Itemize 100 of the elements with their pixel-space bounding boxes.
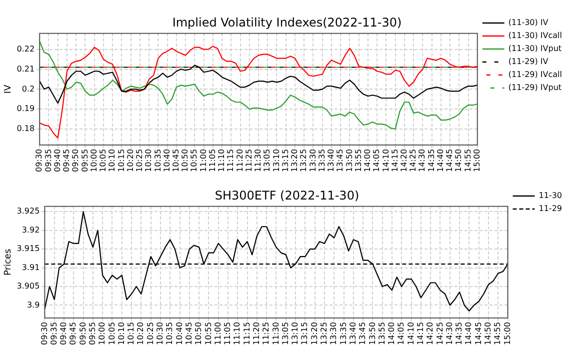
x-tick-label: 13:35 (338, 322, 348, 346)
x-tick-label: 09:45 (68, 322, 78, 346)
x-tick-label: 13:20 (290, 148, 300, 172)
y-axis-title: IV (4, 84, 14, 94)
y-tick-label: 0.18 (16, 124, 35, 134)
y-tick-label: 3.905 (16, 282, 40, 291)
x-tick-label: 11:10 (217, 148, 226, 172)
x-tick-label: 11:15 (242, 322, 252, 346)
x-tick-label: 11:20 (235, 148, 244, 172)
x-tick-label: 11:25 (244, 148, 254, 172)
legend-label: (11-30) IVput (508, 44, 562, 54)
x-tick-label: 13:55 (377, 322, 386, 346)
x-tick-label: 09:50 (71, 148, 80, 172)
x-tick-label: 15:00 (472, 148, 482, 172)
x-tick-label: 14:20 (426, 322, 435, 346)
x-tick-label: 11:30 (254, 148, 263, 172)
x-tick-label: 14:55 (493, 322, 502, 346)
x-tick-label: 10:15 (126, 322, 136, 346)
y-tick-label: 0.22 (16, 44, 35, 54)
legend-label: 11-30 (538, 191, 562, 200)
x-tick-label: 14:05 (372, 148, 382, 172)
x-tick-label: 10:40 (162, 148, 172, 172)
x-tick-label: 13:05 (280, 322, 290, 346)
x-tick-label: 14:15 (416, 322, 426, 346)
legend-label: (11-30) IVcall (508, 31, 562, 40)
x-tick-label: 14:15 (390, 148, 400, 172)
y-tick-label: 3.91 (22, 262, 40, 272)
legend-label: (11-30) IV (508, 18, 549, 28)
x-tick-label: 13:45 (336, 148, 345, 172)
x-tick-label: 13:05 (262, 148, 272, 172)
x-tick-label: 10:20 (136, 322, 146, 346)
x-tick-label: 14:10 (381, 148, 390, 172)
x-tick-label: 14:10 (406, 322, 416, 346)
x-tick-label: 09:40 (59, 322, 68, 346)
x-tick-label: 11:30 (271, 322, 280, 346)
x-tick-label: 14:35 (426, 148, 436, 172)
x-tick-label: 13:35 (317, 148, 326, 172)
x-tick-label: 11:20 (252, 322, 262, 346)
x-tick-label: 13:25 (299, 148, 308, 172)
y-tick-label: 3.915 (16, 244, 40, 254)
y-tick-label: 0.21 (16, 64, 35, 74)
x-tick-label: 10:00 (98, 322, 107, 346)
x-tick-label: 14:50 (484, 322, 493, 346)
x-tick-label: 13:45 (358, 322, 368, 346)
x-tick-label: 14:30 (418, 148, 427, 172)
chart-title: SH300ETF (2022-11-30) (214, 188, 360, 202)
y-axis-title: Prices (4, 248, 14, 276)
x-tick-label: 13:50 (368, 322, 377, 346)
x-tick-label: 13:20 (310, 322, 319, 346)
x-tick-label: 10:05 (98, 148, 108, 172)
x-tick-label: 10:00 (89, 148, 98, 172)
x-tick-label: 10:50 (180, 148, 190, 172)
x-tick-label: 14:25 (435, 322, 444, 346)
x-tick-label: 13:15 (280, 148, 290, 172)
x-tick-label: 10:05 (107, 322, 116, 346)
x-tick-label: 14:05 (396, 322, 406, 346)
x-tick-label: 13:55 (354, 148, 363, 172)
x-tick-label: 13:25 (320, 322, 329, 346)
x-tick-label: 09:40 (52, 148, 62, 172)
x-tick-label: 10:25 (146, 322, 155, 346)
x-tick-label: 14:50 (454, 148, 464, 172)
x-tick-label: 10:50 (194, 322, 204, 346)
x-tick-label: 14:55 (463, 148, 472, 172)
chart-title: Implied Volatility Indexes(2022-11-30) (172, 15, 402, 30)
x-tick-label: 10:45 (171, 148, 180, 172)
x-tick-label: 14:45 (445, 148, 454, 172)
x-tick-label: 15:00 (502, 322, 512, 346)
x-tick-label: 09:45 (62, 148, 72, 172)
x-tick-label: 14:40 (464, 322, 474, 346)
y-tick-label: 3.92 (22, 225, 40, 234)
x-tick-label: 09:30 (34, 148, 44, 172)
x-tick-label: 10:30 (156, 322, 165, 346)
x-tick-label: 13:50 (344, 148, 354, 172)
x-tick-label: 10:40 (174, 322, 184, 346)
x-tick-label: 13:10 (290, 322, 300, 346)
x-tick-label: 13:10 (272, 148, 281, 172)
x-tick-label: 10:15 (116, 148, 126, 172)
x-tick-label: 14:40 (436, 148, 445, 172)
x-tick-label: 13:40 (326, 148, 336, 172)
legend-label: (11-29) IV (508, 57, 549, 66)
y-tick-label: 0.2 (22, 84, 35, 94)
x-tick-label: 10:10 (108, 148, 117, 172)
x-tick-label: 13:30 (329, 322, 338, 346)
x-tick-label: 09:35 (49, 322, 58, 346)
y-tick-label: 3.925 (16, 206, 40, 216)
x-tick-label: 13:40 (348, 322, 358, 346)
x-tick-label: 11:10 (232, 322, 242, 346)
x-tick-label: 09:50 (78, 322, 88, 346)
x-tick-label: 14:00 (387, 322, 396, 346)
x-tick-label: 10:25 (135, 148, 144, 172)
x-tick-label: 10:20 (126, 148, 135, 172)
y-tick-label: 3.9 (26, 300, 40, 310)
y-tick-label: 0.19 (16, 104, 35, 114)
legend-label: 11-29 (538, 204, 562, 214)
legend-label: (11-29) IVcall (508, 70, 562, 80)
x-tick-label: 14:35 (454, 322, 464, 346)
x-tick-label: 11:25 (262, 322, 271, 346)
legend-label: (11-29) IVput (508, 83, 562, 92)
x-tick-label: 10:10 (116, 322, 126, 346)
x-tick-label: 10:35 (165, 322, 174, 346)
